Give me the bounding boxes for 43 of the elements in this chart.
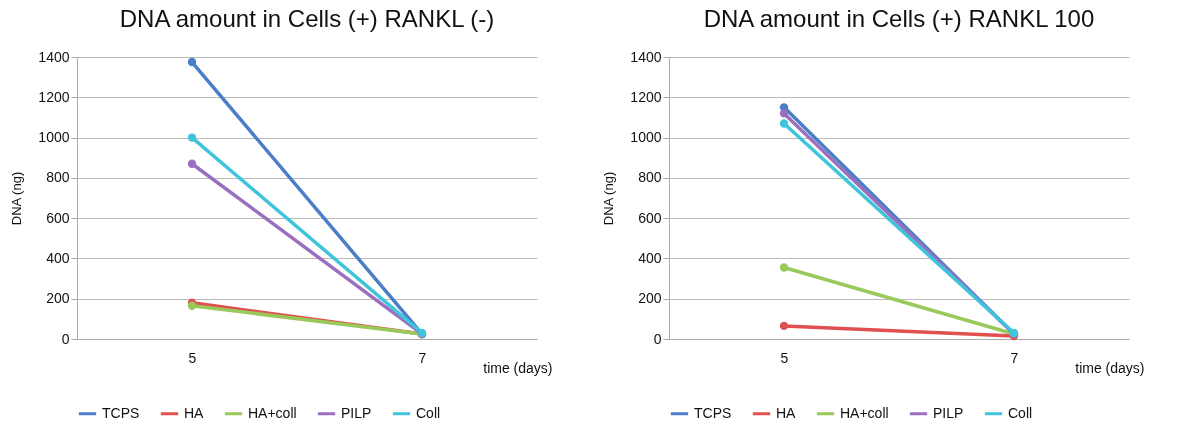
legend-label: PILP	[341, 404, 372, 421]
x-axis-title: time (days)	[483, 359, 553, 376]
point	[187, 159, 197, 168]
y-tick-label: 200	[638, 290, 662, 307]
point	[779, 321, 789, 331]
chart-title: DNA amount in Cells (+) RANKL (-)	[119, 5, 495, 32]
x-tick-label: 5	[780, 349, 789, 366]
chart-title: DNA amount in Cells (+) RANKL 100	[703, 5, 1095, 32]
y-tick-label: 1000	[630, 129, 662, 146]
y-tick-label: 400	[638, 249, 662, 266]
y-tick-label: 800	[46, 169, 70, 186]
point	[779, 263, 789, 272]
x-tick-label: 5	[188, 349, 197, 366]
point	[187, 133, 197, 142]
point	[187, 57, 197, 67]
x-axis-title: time (days)	[1075, 359, 1145, 376]
y-tick-label: 0	[61, 330, 70, 347]
point	[779, 119, 789, 128]
legend-label: HA	[776, 404, 797, 421]
legend-label: TCPS	[694, 404, 732, 421]
legend-label: Coll	[1008, 404, 1033, 421]
point	[779, 109, 789, 118]
legend-label: PILP	[933, 404, 964, 421]
y-tick-label: 0	[653, 330, 662, 347]
legend-label: TCPS	[102, 404, 140, 421]
legend-label: HA+coll	[248, 404, 297, 421]
legend-label: HA+coll	[840, 404, 889, 421]
y-tick-label: 1400	[630, 48, 662, 65]
y-tick-label: 400	[46, 249, 70, 266]
y-axis-title: DNA (ng)	[9, 171, 25, 226]
y-tick-label: 1200	[38, 88, 70, 105]
y-tick-label: 600	[638, 209, 662, 226]
y-tick-label: 200	[46, 290, 70, 307]
y-tick-label: 800	[638, 169, 662, 186]
legend-label: Coll	[416, 404, 441, 421]
y-tick-label: 1400	[38, 48, 70, 65]
x-tick-label: 7	[418, 349, 427, 366]
legend-label: HA	[184, 404, 205, 421]
y-tick-label: 600	[46, 209, 70, 226]
y-tick-label: 1000	[38, 129, 70, 146]
y-tick-label: 1200	[630, 88, 662, 105]
x-tick-label: 7	[1010, 349, 1019, 366]
y-axis-title: DNA (ng)	[601, 171, 617, 226]
